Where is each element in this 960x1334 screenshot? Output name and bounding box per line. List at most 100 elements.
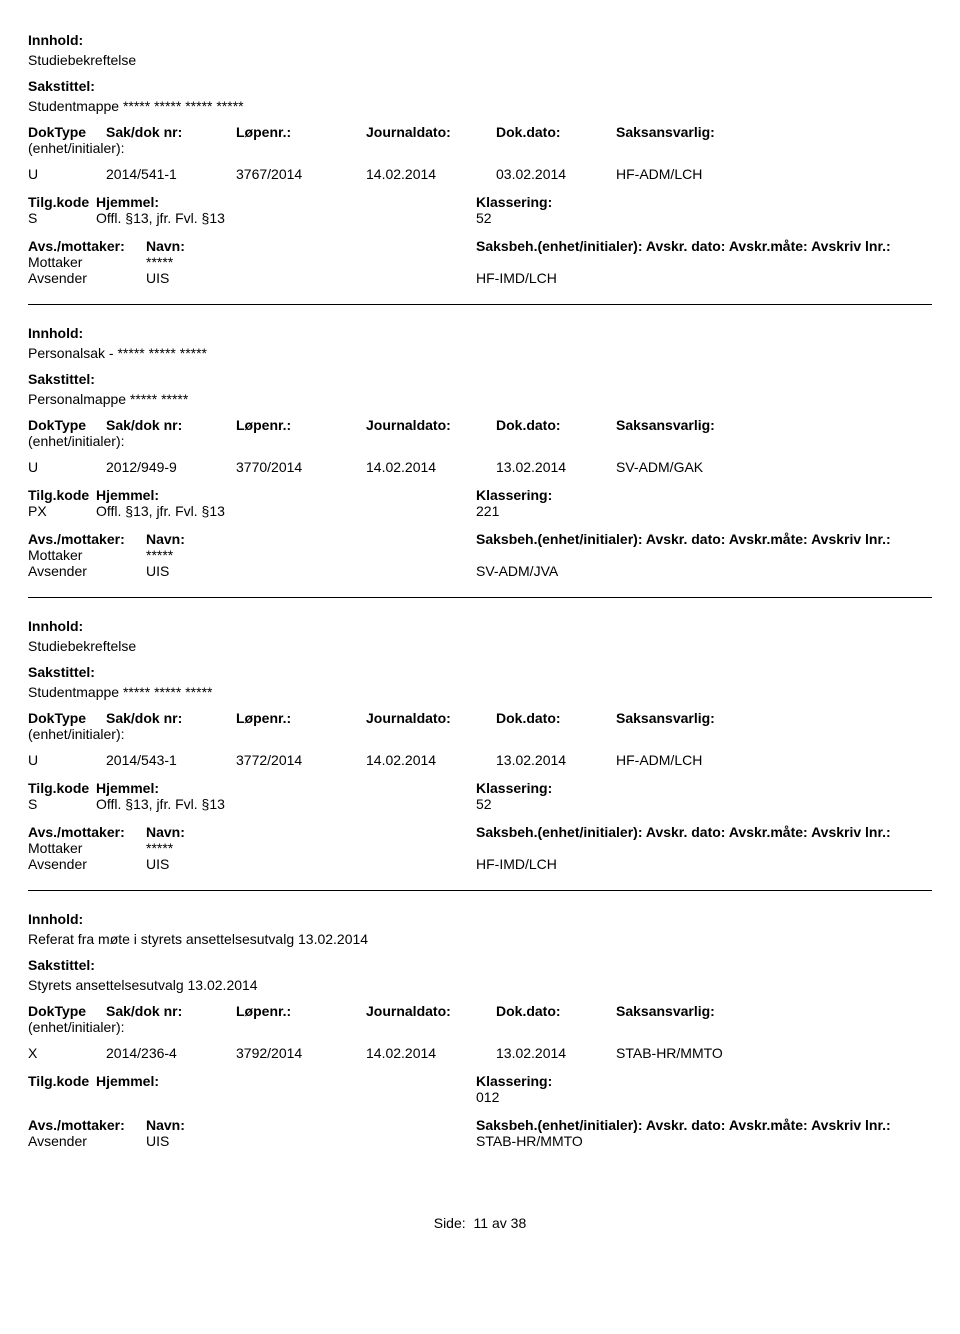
hdr-hjemmel: Hjemmel: (96, 487, 476, 503)
party-name: UIS (146, 270, 476, 286)
hdr-saksansvarlig: Saksansvarlig: (616, 1003, 786, 1019)
hdr-tilgkode: Tilg.kode (28, 1073, 96, 1089)
hdr-journaldato: Journaldato: (366, 1003, 496, 1019)
hdr-klassering: Klassering: (476, 780, 596, 796)
val-lopenr: 3772/2014 (236, 752, 366, 768)
hdr-avsmottaker: Avs./mottaker: (28, 824, 146, 840)
party-name: UIS (146, 563, 476, 579)
innhold-value: Studiebekreftelse (28, 638, 932, 654)
hdr-saksansvarlig: Saksansvarlig: (616, 124, 786, 140)
hdr-lopenr: Løpenr.: (236, 710, 366, 726)
party-role: Mottaker (28, 254, 146, 270)
footer-page: 11 (474, 1215, 489, 1231)
hdr-klassering: Klassering: (476, 487, 596, 503)
party-role: Mottaker (28, 547, 146, 563)
hdr-lopenr: Løpenr.: (236, 124, 366, 140)
hdr-navn: Navn: (146, 1117, 476, 1133)
innhold-value: Referat fra møte i styrets ansettelsesut… (28, 931, 932, 947)
val-lopenr: 3792/2014 (236, 1045, 366, 1061)
hdr-hjemmel: Hjemmel: (96, 780, 476, 796)
val-saksansvarlig: HF-ADM/LCH (616, 166, 786, 182)
val-doktype: U (28, 459, 106, 475)
hdr-enhet: (enhet/initialer): (28, 140, 178, 156)
journal-record: Innhold: Referat fra møte i styrets anset… (28, 891, 932, 1167)
hdr-dokdato: Dok.dato: (496, 417, 616, 433)
party-role: Avsender (28, 856, 146, 872)
val-sakdoknr: 2012/949-9 (106, 459, 236, 475)
hdr-doktype: DokType (28, 417, 106, 433)
party-unit: HF-IMD/LCH (476, 856, 932, 872)
hdr-sakdoknr: Sak/dok nr: (106, 124, 236, 140)
hdr-navn: Navn: (146, 824, 476, 840)
party-role: Mottaker (28, 840, 146, 856)
innhold-value: Personalsak - ***** ***** ***** (28, 345, 932, 361)
val-dokdato: 13.02.2014 (496, 752, 616, 768)
footer-label: Side: (434, 1215, 466, 1231)
val-doktype: U (28, 752, 106, 768)
val-doktype: X (28, 1045, 106, 1061)
sakstittel-label: Sakstittel: (28, 371, 932, 387)
hdr-klassering: Klassering: (476, 194, 596, 210)
sakstittel-value: Studentmappe ***** ***** ***** ***** (28, 98, 932, 114)
val-journaldato: 14.02.2014 (366, 752, 496, 768)
hdr-saksbeh: Saksbeh.(enhet/initialer): Avskr. dato: … (476, 531, 932, 547)
innhold-label: Innhold: (28, 32, 932, 48)
val-klassering: 221 (476, 503, 596, 519)
sakstittel-value: Studentmappe ***** ***** ***** (28, 684, 932, 700)
hdr-dokdato: Dok.dato: (496, 124, 616, 140)
hdr-klassering: Klassering: (476, 1073, 596, 1089)
val-lopenr: 3767/2014 (236, 166, 366, 182)
journal-record: Innhold: Studiebekreftelse Sakstittel: Stud… (28, 598, 932, 891)
innhold-label: Innhold: (28, 911, 932, 927)
hdr-hjemmel: Hjemmel: (96, 1073, 476, 1089)
party-unit: STAB-HR/MMTO (476, 1133, 932, 1149)
hdr-avsmottaker: Avs./mottaker: (28, 531, 146, 547)
val-tilgkode: S (28, 796, 96, 812)
val-tilgkode (28, 1089, 96, 1105)
val-hjemmel (96, 1089, 476, 1105)
sakstittel-value: Styrets ansettelsesutvalg 13.02.2014 (28, 977, 932, 993)
sakstittel-value: Personalmappe ***** ***** (28, 391, 932, 407)
hdr-saksbeh: Saksbeh.(enhet/initialer): Avskr. dato: … (476, 1117, 932, 1133)
footer-total: 38 (511, 1215, 527, 1231)
hdr-enhet: (enhet/initialer): (28, 433, 178, 449)
party-unit: SV-ADM/JVA (476, 563, 932, 579)
party-name: ***** (146, 840, 476, 856)
party-unit (476, 840, 932, 856)
hdr-hjemmel: Hjemmel: (96, 194, 476, 210)
hdr-doktype: DokType (28, 124, 106, 140)
val-klassering: 52 (476, 796, 596, 812)
page-footer: Side: 11 av 38 (28, 1215, 932, 1231)
innhold-label: Innhold: (28, 618, 932, 634)
sakstittel-label: Sakstittel: (28, 664, 932, 680)
hdr-journaldato: Journaldato: (366, 124, 496, 140)
val-hjemmel: Offl. §13, jfr. Fvl. §13 (96, 503, 476, 519)
val-dokdato: 03.02.2014 (496, 166, 616, 182)
party-role: Avsender (28, 270, 146, 286)
hdr-saksbeh: Saksbeh.(enhet/initialer): Avskr. dato: … (476, 824, 932, 840)
hdr-tilgkode: Tilg.kode (28, 780, 96, 796)
party-role: Avsender (28, 563, 146, 579)
party-role: Avsender (28, 1133, 146, 1149)
val-hjemmel: Offl. §13, jfr. Fvl. §13 (96, 210, 476, 226)
innhold-label: Innhold: (28, 325, 932, 341)
val-klassering: 012 (476, 1089, 596, 1105)
party-unit (476, 254, 932, 270)
val-journaldato: 14.02.2014 (366, 1045, 496, 1061)
hdr-doktype: DokType (28, 1003, 106, 1019)
hdr-navn: Navn: (146, 238, 476, 254)
innhold-value: Studiebekreftelse (28, 52, 932, 68)
val-tilgkode: S (28, 210, 96, 226)
hdr-tilgkode: Tilg.kode (28, 487, 96, 503)
journal-record: Innhold:StudiebekreftelseSakstittel:Stud… (28, 12, 932, 305)
hdr-avsmottaker: Avs./mottaker: (28, 1117, 146, 1133)
party-unit (476, 547, 932, 563)
sakstittel-label: Sakstittel: (28, 957, 932, 973)
hdr-tilgkode: Tilg.kode (28, 194, 96, 210)
val-journaldato: 14.02.2014 (366, 166, 496, 182)
hdr-enhet: (enhet/initialer): (28, 1019, 178, 1035)
val-sakdoknr: 2014/543-1 (106, 752, 236, 768)
hdr-sakdoknr: Sak/dok nr: (106, 417, 236, 433)
party-name: UIS (146, 1133, 476, 1149)
hdr-avsmottaker: Avs./mottaker: (28, 238, 146, 254)
